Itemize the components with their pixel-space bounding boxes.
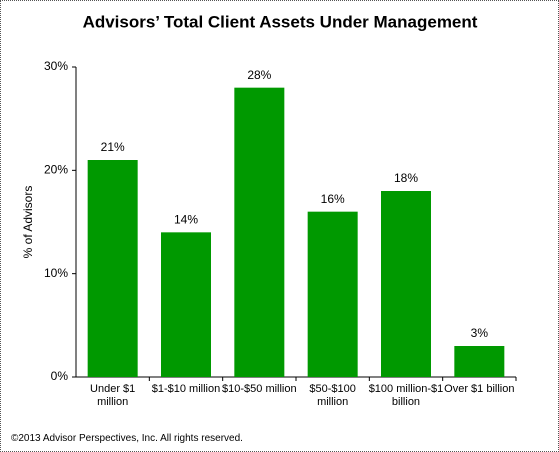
x-tick-label: $100 million-$1 billion	[368, 383, 444, 408]
x-tick-label: $1-$10 million	[151, 383, 221, 395]
y-tick-label: 20%	[44, 163, 68, 177]
y-tick-label: 0%	[51, 369, 69, 383]
y-tick-label: 30%	[44, 59, 68, 73]
data-label: 16%	[321, 192, 345, 206]
data-label: 28%	[247, 68, 271, 82]
x-tick-label: $50-$100 million	[309, 383, 356, 408]
chart-title: Advisors’ Total Client Assets Under Mana…	[83, 12, 478, 31]
data-label: 21%	[101, 140, 125, 154]
bar	[87, 160, 138, 377]
x-tick-label: Over $1 billion	[444, 383, 515, 395]
x-tick-label: $10-$50 million	[222, 383, 297, 395]
bar	[307, 211, 358, 377]
x-tick-label: Under $1 million	[90, 383, 136, 408]
y-axis-label: % of Advisors	[21, 186, 35, 259]
bar	[454, 346, 505, 377]
footer: ©2013 Advisor Perspectives, Inc. All rig…	[11, 433, 243, 444]
bar	[234, 87, 285, 378]
data-label: 18%	[394, 171, 418, 185]
y-tick-label: 10%	[44, 266, 68, 280]
data-label: 3%	[471, 326, 489, 340]
data-label: 14%	[174, 213, 198, 227]
bar	[161, 232, 211, 377]
bar	[381, 191, 431, 377]
